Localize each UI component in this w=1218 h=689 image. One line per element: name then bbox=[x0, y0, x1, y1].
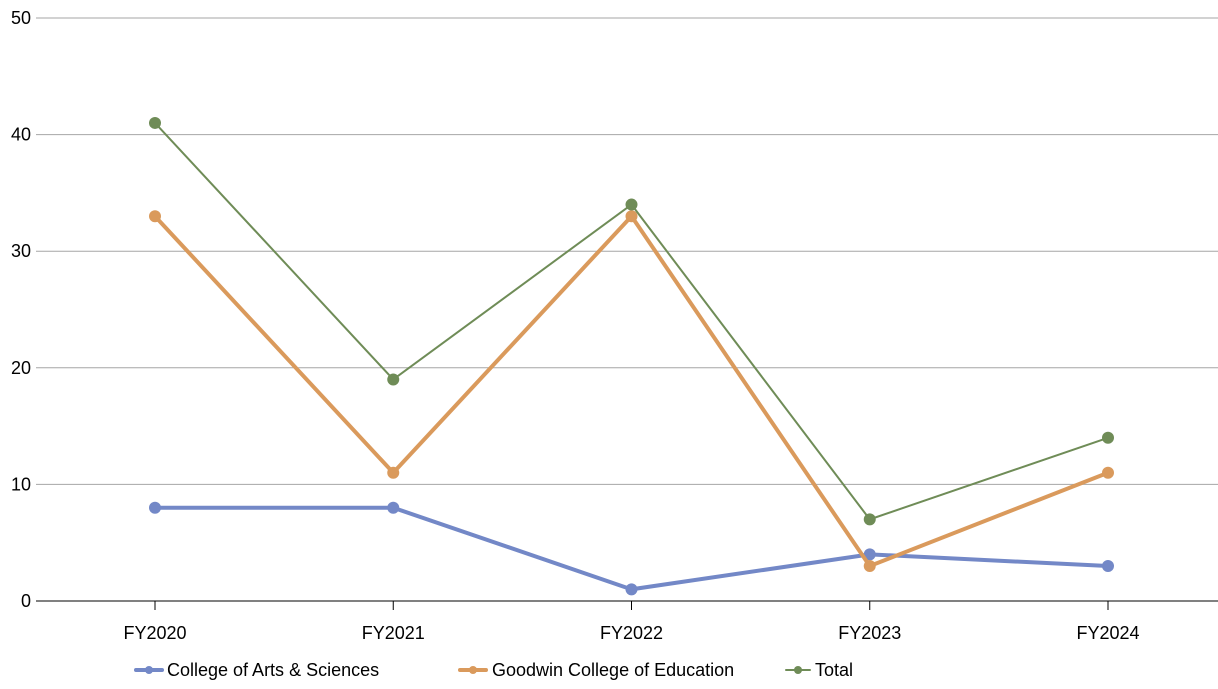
data-point bbox=[387, 501, 400, 514]
legend-label: Total bbox=[815, 660, 853, 680]
legend-marker-swatch bbox=[469, 666, 477, 674]
x-tick-label: FY2020 bbox=[123, 623, 186, 643]
series-line bbox=[153, 214, 1110, 569]
legend-item: College of Arts & Sciences bbox=[134, 660, 379, 680]
data-point bbox=[387, 373, 400, 386]
x-tick-label: FY2022 bbox=[600, 623, 663, 643]
data-point bbox=[149, 501, 161, 514]
y-tick-label: 30 bbox=[11, 241, 31, 261]
legend-label: Goodwin College of Education bbox=[492, 660, 734, 680]
series-line bbox=[153, 505, 1110, 592]
y-tick-label: 10 bbox=[11, 474, 31, 494]
grid-layer bbox=[36, 17, 1218, 485]
data-point bbox=[863, 560, 876, 573]
data-point bbox=[1102, 466, 1114, 479]
x-tick-label: FY2021 bbox=[362, 623, 425, 643]
series-1 bbox=[149, 210, 1114, 573]
y-tick-label: 20 bbox=[11, 358, 31, 378]
y-tick-label: 0 bbox=[21, 591, 31, 611]
series-layer bbox=[149, 116, 1114, 596]
x-tick-label: FY2024 bbox=[1076, 623, 1139, 643]
data-point bbox=[387, 466, 400, 479]
legend-label: College of Arts & Sciences bbox=[167, 660, 379, 680]
legend: College of Arts & Sciences Goodwin Colleg… bbox=[134, 660, 853, 680]
data-point bbox=[149, 116, 161, 129]
y-tick-label: 50 bbox=[11, 8, 31, 28]
x-tick-label: FY2023 bbox=[838, 623, 901, 643]
data-point bbox=[625, 198, 638, 211]
legend-item: Total bbox=[785, 660, 853, 680]
y-tick-label: 40 bbox=[11, 125, 31, 145]
legend-marker-swatch bbox=[794, 666, 802, 674]
legend-item: Goodwin College of Education bbox=[458, 660, 734, 680]
series-line bbox=[154, 121, 1109, 521]
axis-layer: 0 10 20 30 40 50 FY2020 FY2021 FY2022 FY2023 FY202… bbox=[11, 8, 1218, 643]
data-point bbox=[863, 513, 876, 526]
data-point bbox=[1102, 431, 1114, 444]
series-2 bbox=[149, 116, 1114, 526]
data-point bbox=[863, 548, 876, 561]
data-point bbox=[625, 583, 638, 596]
data-point bbox=[625, 210, 638, 223]
data-point bbox=[149, 210, 161, 223]
series-0 bbox=[149, 501, 1114, 596]
data-point bbox=[1102, 560, 1114, 573]
legend-marker-swatch bbox=[145, 666, 153, 674]
